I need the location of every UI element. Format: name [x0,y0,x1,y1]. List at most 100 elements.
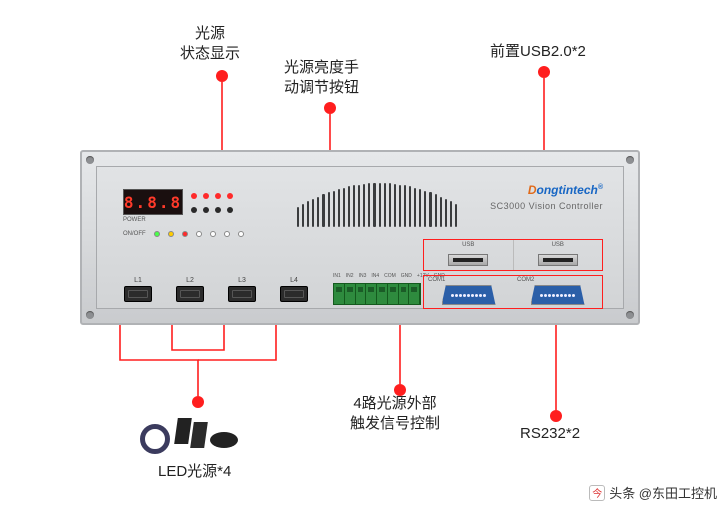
ring-light-icon [140,424,170,454]
usb-socket-icon [538,254,578,266]
status-led-row-1 [191,193,233,199]
connector-label: L3 [238,277,246,284]
adjust-button[interactable] [154,231,160,237]
connector-label: L4 [290,277,298,284]
terminal-tag: GND [401,273,412,279]
bullet-trigger [394,384,406,396]
callout-trigger-l2: 触发信号控制 [350,414,440,434]
adjust-button[interactable] [224,231,230,237]
status-led-icon [227,193,233,199]
com-port-1[interactable]: COM1 [424,276,513,308]
led-connector[interactable]: L4 [277,277,311,302]
callout-bright-l1: 光源亮度手 [284,58,359,78]
terminal-pin[interactable] [399,284,410,304]
switch-led-row: ON/OFF [123,231,244,237]
model-label: SC3000 Vision Controller [490,201,603,211]
connector-socket-icon [176,286,204,302]
callout-ledsrc: LED光源*4 [158,462,231,482]
adjust-button[interactable] [196,231,202,237]
brand-logo: Dongtintech® [528,183,603,197]
status-led-icon [191,193,197,199]
seven-segment-display: 8.8.8 [123,189,183,215]
com-group: COM1 COM2 [423,275,603,309]
usb-group: USB USB [423,239,603,271]
connector-socket-icon [228,286,256,302]
callout-usb: 前置USB2.0*2 [490,42,586,62]
terminal-pin[interactable] [345,284,356,304]
callout-status-l1: 光源 [180,24,240,44]
usb-port-2[interactable]: USB [514,240,603,270]
led-connector[interactable]: L2 [173,277,207,302]
terminal-tag: IN4 [371,273,379,279]
adjust-button[interactable] [238,231,244,237]
watermark-icon: 今 [589,485,605,501]
status-led-icon [203,207,209,213]
connector-label: L2 [186,277,194,284]
callout-bright: 光源亮度手 动调节按钮 [284,58,359,97]
terminal-tag: IN2 [346,273,354,279]
status-led-icon [215,207,221,213]
status-led-row-2 [191,207,233,213]
connector-socket-icon [124,286,152,302]
callout-status: 光源 状态显示 [180,24,240,63]
diagram-stage: 光源 状态显示 光源亮度手 动调节按钮 前置USB2.0*2 4路光源外部 触发… [0,0,723,508]
brand-prefix: D [528,183,537,197]
usb-socket-icon [448,254,488,266]
bar-light-icon-2 [190,422,208,448]
adjust-button[interactable] [210,231,216,237]
screw-icon [626,311,634,319]
db9-connector-icon [531,285,585,305]
vent-grille [297,183,457,227]
usb-label: USB [424,242,513,248]
status-led-icon [215,193,221,199]
screw-icon [86,311,94,319]
adjust-button[interactable] [182,231,188,237]
status-led-icon [227,207,233,213]
led-connector[interactable]: L1 [121,277,155,302]
callout-bright-l2: 动调节按钮 [284,78,359,98]
terminal-pin[interactable] [366,284,377,304]
terminal-pin[interactable] [377,284,388,304]
terminal-pin[interactable] [356,284,367,304]
led-connector-row: L1 L2 L3 L4 [121,277,311,302]
com1-label: COM1 [428,277,445,283]
device-faceplate: 8.8.8 POWER ON/OFF Dongtintech® SC3000 V… [96,166,624,309]
connector-label: L1 [134,277,142,284]
terminal-tag: IN1 [333,273,341,279]
terminal-pin[interactable] [388,284,399,304]
brand-reg: ® [598,184,603,191]
db9-connector-icon [442,285,496,305]
bar-light-icon [174,418,192,444]
connector-socket-icon [280,286,308,302]
brand-rest: ongtintech [537,183,598,197]
screw-icon [626,156,634,164]
callout-trigger-l1: 4路光源外部 [350,394,440,414]
com2-label: COM2 [517,277,534,283]
terminal-pin[interactable] [409,284,420,304]
display-value: 8.8.8 [124,193,182,212]
callout-trigger: 4路光源外部 触发信号控制 [350,394,440,433]
bullet-rs232 [550,410,562,422]
bullet-ledsrc [192,396,204,408]
adjust-button[interactable] [168,231,174,237]
callout-status-l2: 状态显示 [180,44,240,64]
led-connector[interactable]: L3 [225,277,259,302]
callout-rs232: RS232*2 [520,424,580,444]
terminal-pin[interactable] [334,284,345,304]
screw-icon [86,156,94,164]
com-port-2[interactable]: COM2 [513,276,602,308]
terminal-tag: COM [384,273,396,279]
bullet-status [216,70,228,82]
status-led-icon [191,207,197,213]
power-label: POWER [123,217,146,223]
terminal-tag: IN3 [359,273,367,279]
watermark: 今 头条 @东田工控机 [589,483,717,502]
bullet-bright [324,102,336,114]
usb-label: USB [514,242,603,248]
bullet-usb [538,66,550,78]
trigger-terminal-block[interactable] [333,283,421,305]
status-led-icon [203,193,209,199]
usb-port-1[interactable]: USB [424,240,514,270]
led-source-icons [140,418,250,460]
dome-light-icon [210,432,238,448]
